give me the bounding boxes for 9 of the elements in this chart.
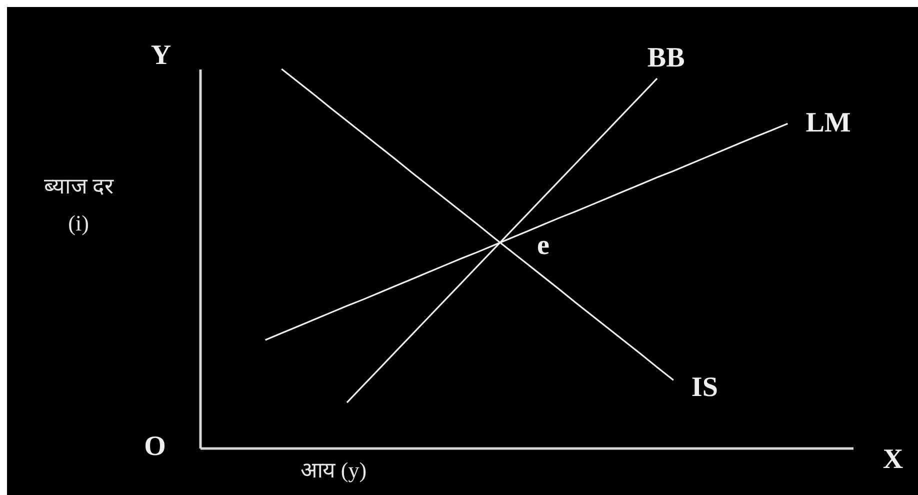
text: O [144,431,166,462]
annotation: e [537,230,550,261]
text: X [882,444,904,475]
series-label: BB [647,42,685,74]
series-label: IS [691,372,718,404]
y-axis-title: ब्याज दर (i) [44,174,114,236]
series-label: LM [806,108,851,139]
text: Y [150,40,172,71]
x-axis-title: आय (y) [300,458,367,482]
